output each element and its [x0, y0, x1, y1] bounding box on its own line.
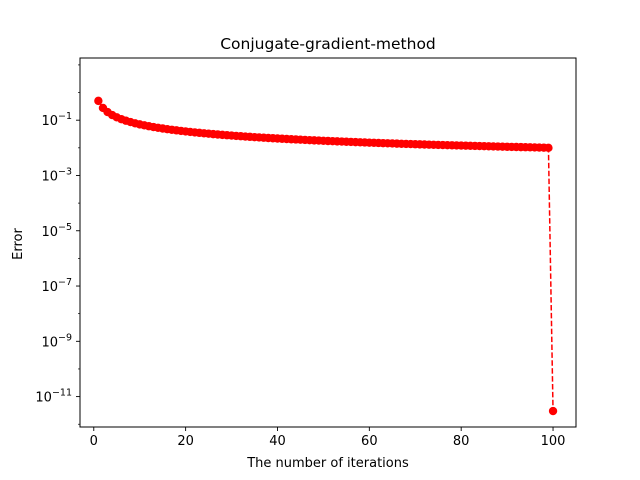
y-tick-label: 10−9: [41, 332, 72, 350]
x-tick-label: 60: [361, 434, 378, 449]
data-point: [94, 96, 103, 106]
y-tick-label: 10−7: [41, 277, 72, 295]
axes-frame: [79, 57, 577, 428]
data-point: [548, 406, 558, 416]
x-tick-label: 0: [90, 434, 98, 449]
x-tick-label: 40: [269, 434, 286, 449]
y-tick-label: 10−3: [41, 166, 72, 184]
y-tick-label: 10−1: [41, 111, 72, 129]
plot-area: 0 20 40 60 80 100 10−11 10−9 10−7 10−5 10−3 10−1: [35, 57, 577, 449]
x-tick-label: 20: [177, 434, 194, 449]
chart-title: Conjugate-gradient-method: [220, 35, 436, 53]
data-point: [544, 143, 553, 153]
x-tick-label: 100: [541, 434, 566, 449]
y-axis-label: Error: [11, 228, 26, 260]
y-tick-label: 10−5: [41, 222, 72, 240]
y-tick-label: 10−11: [35, 388, 72, 406]
x-axis-label: The number of iterations: [246, 456, 409, 471]
x-tick-label: 80: [453, 434, 470, 449]
